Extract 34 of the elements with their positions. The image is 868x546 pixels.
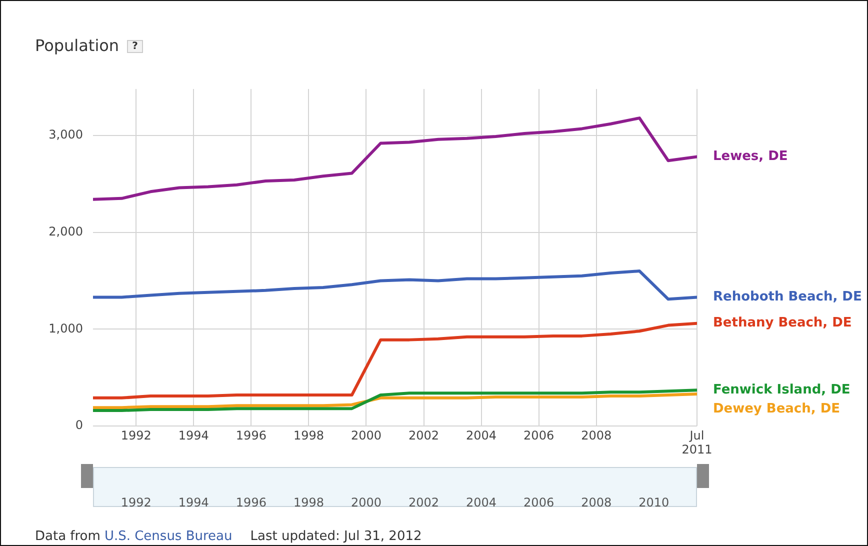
y-tick-label: 0 (75, 418, 83, 432)
series-label: Rehoboth Beach, DE (713, 290, 862, 305)
y-tick-label: 3,000 (48, 128, 83, 142)
x-tick-label: 2000 (350, 428, 382, 442)
chart-title: Population (35, 36, 120, 55)
series-label: Lewes, DE (713, 149, 788, 164)
x2-tick-label: 2008 (581, 495, 612, 510)
x2-tick-label: 2002 (408, 495, 440, 510)
x-tick-label: 2004 (466, 428, 497, 442)
series-label: Bethany Beach, DE (713, 316, 852, 331)
x-tick-label: 1994 (178, 428, 209, 442)
x-tick-label: 1996 (236, 428, 266, 442)
y-tick-label: 1,000 (48, 321, 83, 336)
x-tick-label: 2006 (524, 428, 554, 442)
x2-tick-label: 2010 (638, 495, 670, 510)
text: Last updated: Jul 31, 2012 (250, 529, 422, 544)
series-label: Dewey Beach, DE (713, 402, 840, 417)
x2-tick-label: 1998 (293, 495, 324, 510)
x2-tick-label: 1996 (236, 495, 266, 510)
x-tick-label: Jul 2011 (682, 428, 712, 457)
x-tick-label: 1992 (120, 428, 152, 442)
x-tick-label: 2008 (581, 428, 612, 442)
x-tick-label: 1998 (293, 428, 324, 442)
x2-tick-label: 2006 (524, 495, 554, 510)
x-tick-label: 2002 (408, 428, 440, 442)
x2-tick-label: 2000 (350, 495, 382, 510)
text: Data from (35, 529, 100, 544)
text: ? (127, 40, 143, 54)
x2-tick-label: 1992 (120, 495, 152, 510)
text: U.S. Census Bureau (104, 529, 232, 544)
y-tick-label: 2,000 (48, 224, 83, 238)
x2-tick-label: 2004 (466, 495, 497, 510)
series-label: Fenwick Island, DE (713, 382, 850, 398)
x2-tick-label: 1994 (178, 495, 209, 510)
